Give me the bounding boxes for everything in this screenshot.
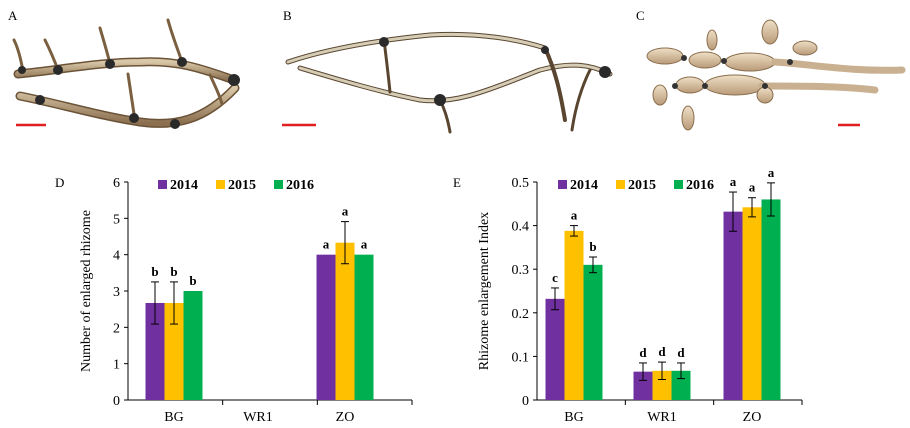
y-axis-label: Number of enlarged rhizome: [79, 210, 94, 372]
bar: [545, 298, 565, 400]
panel-letter-a: A: [8, 8, 18, 23]
x-tick-label: ZO: [743, 410, 762, 425]
legend-label: 2016: [686, 178, 714, 193]
legend-swatch: [674, 180, 683, 189]
x-tick-label: BG: [164, 410, 183, 425]
legend-swatch: [158, 180, 167, 189]
significance-letter: b: [151, 264, 158, 279]
x-tick-label: WR1: [647, 410, 677, 425]
legend-swatch: [616, 180, 625, 189]
bar: [183, 291, 203, 400]
bar: [633, 371, 653, 400]
significance-letter: a: [749, 180, 756, 195]
y-tick-label: 0.5: [512, 176, 530, 191]
x-tick-label: BG: [564, 410, 583, 425]
y-tick-label: 2: [113, 321, 120, 336]
y-tick-label: 0.1: [512, 350, 530, 365]
bar: [145, 302, 165, 400]
legend-label: 2015: [628, 178, 656, 193]
bar: [742, 207, 762, 400]
y-tick-label: 5: [113, 212, 120, 227]
significance-letter: a: [342, 204, 349, 219]
significance-letter: b: [589, 239, 596, 254]
y-tick-label: 1: [113, 358, 120, 373]
bar: [335, 242, 355, 400]
significance-letter: a: [730, 174, 737, 189]
chart-e: E 0 0.1 0.2 0.3 0.4 0.5 BG WR1 ZO Rhizome enlarge…: [453, 165, 803, 425]
rhizome-photo-a: [12, 18, 240, 129]
significance-letter: a: [768, 165, 775, 180]
panel-letter-c: C: [636, 8, 645, 23]
significance-letter: c: [552, 270, 558, 285]
panel-letter-b: B: [283, 8, 292, 23]
y-tick-label: 4: [113, 249, 120, 264]
significance-letter: b: [170, 264, 177, 279]
y-tick-label: 0.3: [512, 263, 530, 278]
significance-letter: d: [677, 345, 685, 360]
legend-label: 2014: [570, 178, 598, 193]
y-axis-label: Rhizome enlargement Index: [477, 212, 492, 370]
significance-letter: a: [323, 237, 330, 252]
panel-letter-d: D: [55, 175, 64, 190]
y-tick-label: 0: [522, 394, 529, 409]
y-tick-label: 0.4: [512, 220, 530, 235]
legend-swatch: [216, 180, 225, 189]
bar: [564, 230, 584, 400]
significance-letter: b: [189, 273, 196, 288]
legend-swatch: [558, 180, 567, 189]
y-tick-label: 3: [113, 285, 120, 300]
bar: [316, 254, 336, 400]
chart-d: D 0 1 2 3 4 5 6 BG WR1 ZO Number of enlarged rhizo…: [55, 175, 413, 425]
panel-letter-e: E: [453, 175, 461, 190]
significance-letter: a: [571, 208, 578, 223]
x-tick-label: WR1: [243, 410, 273, 425]
photo-panel-a: A: [8, 8, 240, 129]
bar: [164, 302, 184, 400]
y-tick-label: 0.2: [512, 307, 530, 322]
y-tick-label: 0: [113, 394, 120, 409]
bar: [354, 254, 374, 400]
significance-letter: a: [361, 237, 368, 252]
y-tick-label: 6: [113, 176, 120, 191]
bar: [761, 199, 781, 400]
rhizome-photo-c: [646, 19, 906, 131]
bar: [671, 370, 691, 400]
bar: [723, 211, 743, 400]
legend-swatch: [274, 180, 283, 189]
bar: [583, 264, 603, 400]
bar: [652, 370, 672, 400]
legend-label: 2016: [286, 178, 314, 193]
rhizome-photo-b: [285, 31, 613, 134]
legend-label: 2015: [228, 178, 256, 193]
legend-label: 2014: [170, 178, 198, 193]
photo-panel-b: B: [282, 8, 613, 134]
photo-panel-c: C: [636, 8, 906, 131]
significance-letter: d: [639, 345, 647, 360]
x-tick-label: ZO: [336, 410, 355, 425]
significance-letter: d: [658, 344, 666, 359]
